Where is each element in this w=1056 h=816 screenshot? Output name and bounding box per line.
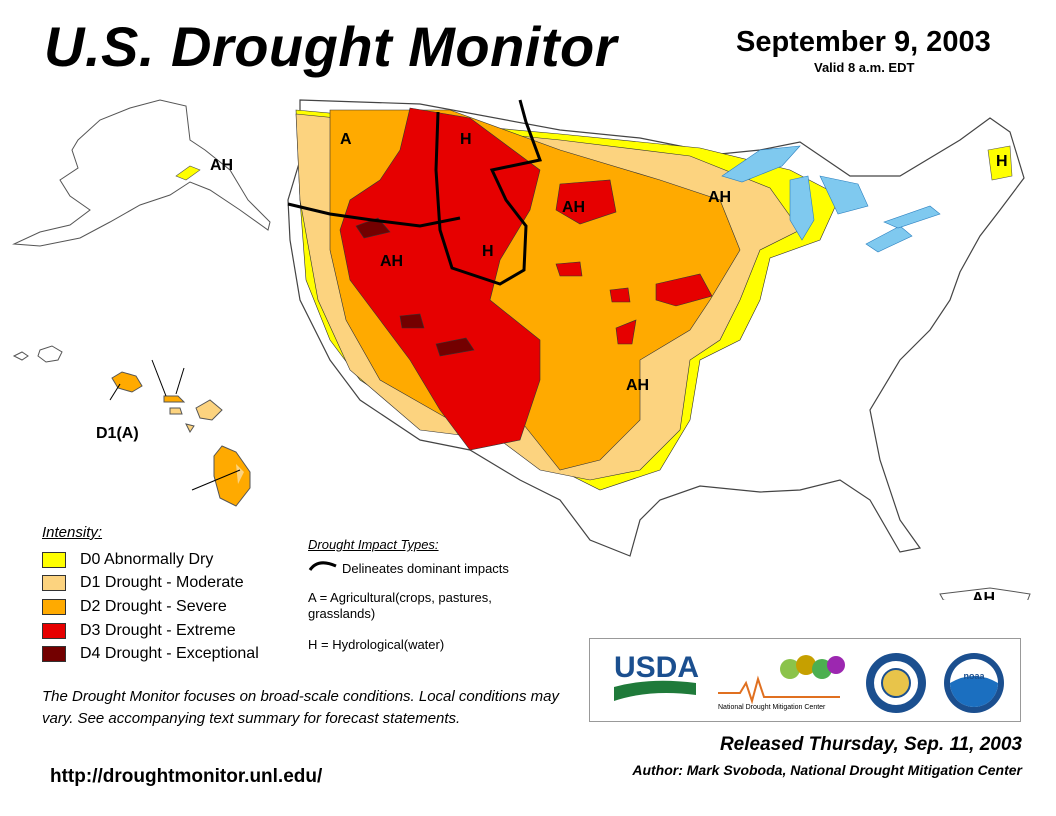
label-ah-ak: AH bbox=[210, 157, 233, 174]
label-ah-pr: AH bbox=[972, 590, 995, 600]
label-ah-sd: AH bbox=[562, 199, 585, 216]
impact-line bbox=[287, 202, 461, 228]
legend-label: D4 Drought - Exceptional bbox=[80, 645, 259, 662]
release-date: Released Thursday, Sep. 11, 2003 bbox=[719, 734, 1022, 755]
legend-item: D1 Drought - Moderate bbox=[42, 573, 244, 593]
impact-line-icon bbox=[308, 561, 337, 571]
noaa-logo-text: noaa bbox=[963, 671, 985, 681]
impact-line-label: Delineates dominant impacts bbox=[342, 561, 509, 576]
legend-swatch bbox=[42, 646, 66, 662]
label-ah-mn: AH bbox=[708, 189, 731, 206]
logos-graphic: USDA National Drought Mitigation Center … bbox=[614, 651, 1004, 713]
valid-time: Valid 8 a.m. EDT bbox=[814, 60, 915, 75]
d4-region bbox=[399, 313, 425, 329]
ndmc-logo: National Drought Mitigation Center bbox=[718, 655, 845, 711]
legend-swatch bbox=[42, 599, 66, 615]
legend-label: D0 Abnormally Dry bbox=[80, 551, 214, 568]
impact-line bbox=[434, 99, 543, 286]
legend-item: D4 Drought - Exceptional bbox=[42, 644, 259, 664]
ndmc-logo-text: National Drought Mitigation Center bbox=[718, 704, 826, 711]
d0-region bbox=[987, 145, 1013, 181]
label-ah-ok: AH bbox=[626, 377, 649, 394]
logos-panel: USDA National Drought Mitigation Center … bbox=[589, 638, 1021, 722]
d3-region bbox=[615, 319, 637, 345]
label-h-mt: H bbox=[460, 131, 472, 148]
usda-logo-text: USDA bbox=[614, 651, 699, 684]
impact-agricultural-cont: grasslands) bbox=[308, 606, 376, 621]
drought-map: A H AH AH AH H AH AH D1(A) H AH bbox=[12, 99, 1031, 600]
page-title: U.S. Drought Monitor bbox=[44, 15, 618, 78]
impact-agricultural: A = Agricultural(crops, pastures, bbox=[308, 590, 492, 605]
label-d1a-hi: D1(A) bbox=[96, 425, 139, 442]
label-ah-nv: AH bbox=[380, 253, 403, 270]
alaska-outline bbox=[12, 99, 271, 247]
legend-label: D1 Drought - Moderate bbox=[80, 574, 244, 591]
d3-region bbox=[609, 287, 631, 303]
noaa-logo: noaa bbox=[944, 653, 1004, 713]
website-link[interactable]: http://droughtmonitor.unl.edu/ bbox=[50, 766, 323, 787]
impact-hydrological: H = Hydrological(water) bbox=[308, 637, 445, 652]
hawaii-outline bbox=[12, 345, 251, 507]
commerce-seal bbox=[866, 653, 926, 713]
label-a-wa: A bbox=[340, 131, 352, 148]
legend-swatch bbox=[42, 552, 66, 568]
great-lakes bbox=[721, 145, 941, 253]
legend-item: D3 Drought - Extreme bbox=[42, 621, 236, 641]
legend-label: D3 Drought - Extreme bbox=[80, 622, 236, 639]
label-h-wy: H bbox=[482, 243, 494, 260]
d3-region bbox=[655, 273, 713, 307]
label-h-me: H bbox=[996, 153, 1008, 170]
d3-region bbox=[555, 179, 617, 225]
legend-item: D2 Drought - Severe bbox=[42, 597, 227, 617]
legend-title: Intensity: bbox=[42, 524, 103, 541]
d3-region bbox=[555, 261, 583, 277]
legend-swatch bbox=[42, 623, 66, 639]
usda-logo: USDA bbox=[614, 651, 699, 701]
legend-swatch bbox=[42, 575, 66, 591]
disclaimer-note: The Drought Monitor focuses on broad-sca… bbox=[42, 688, 559, 727]
author-credit: Author: Mark Svoboda, National Drought M… bbox=[632, 762, 1022, 778]
d3-region bbox=[339, 107, 541, 451]
map-date: September 9, 2003 bbox=[736, 26, 991, 58]
legend-item: D0 Abnormally Dry bbox=[42, 550, 213, 570]
legend-label: D2 Drought - Severe bbox=[80, 598, 227, 615]
d4-region bbox=[435, 337, 475, 357]
puerto-rico-outline bbox=[939, 587, 1031, 600]
impact-types-title: Drought Impact Types: bbox=[308, 537, 439, 552]
